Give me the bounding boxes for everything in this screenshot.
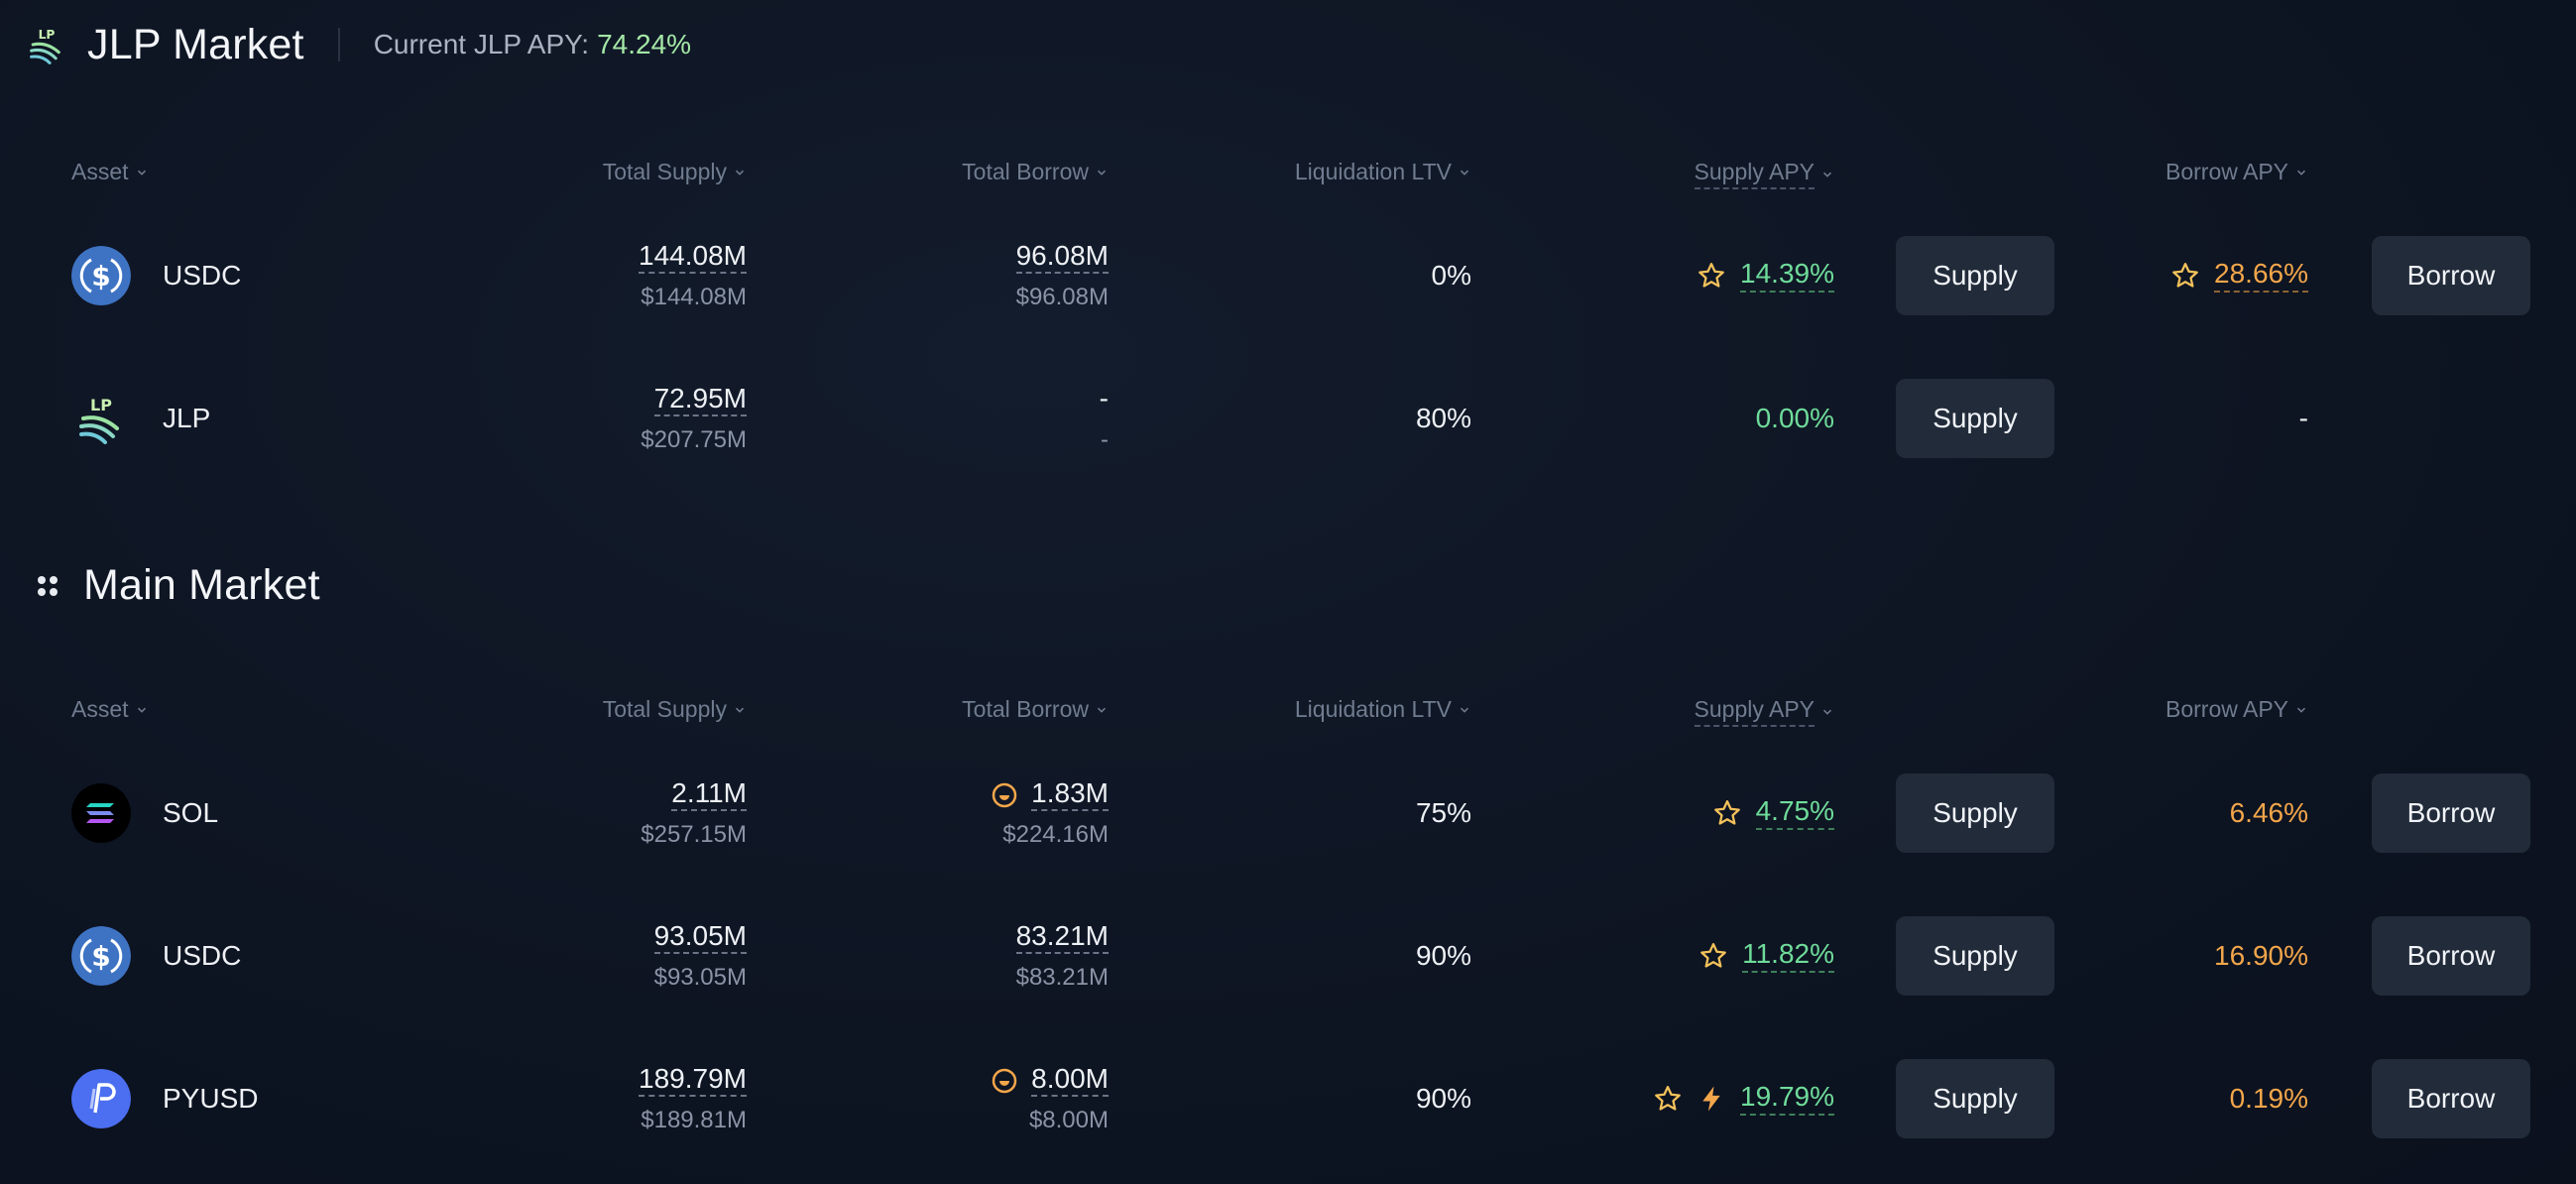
col-borrow-apy-header[interactable]: Borrow APY [2166,159,2306,185]
borrow-apy[interactable]: 28.66% [2170,258,2308,293]
star-icon [1698,941,1728,971]
borrow-apy: 6.46% [2229,797,2308,828]
total-borrow-value[interactable]: 96.08M [1015,240,1109,274]
col-liquidation-ltv-header[interactable]: Liquidation LTV [1295,159,1469,185]
col-total-supply-header[interactable]: Total Supply [603,696,745,723]
chevron-down-icon [735,168,745,178]
total-supply-value[interactable]: 72.95M [653,383,747,416]
borrow-apy: - [2298,403,2308,433]
jlp-market-header: JLP Market Current JLP APY: 74.24% [24,18,691,71]
borrow-apy: 0.19% [2229,1083,2308,1114]
star-icon [1712,798,1742,828]
col-asset-header[interactable]: Asset [71,696,147,723]
supply-button[interactable]: Supply [1896,916,2054,996]
jlp-apy-value: 74.24% [597,29,692,59]
col-total-borrow-header[interactable]: Total Borrow [962,159,1107,185]
total-borrow-usd: - [1101,426,1109,453]
asset-name: USDC [163,940,242,971]
supply-button[interactable]: Supply [1896,1059,2054,1138]
chevron-down-icon [1460,705,1469,715]
chevron-down-icon [735,705,745,715]
supply-apy: 0.00% [1755,403,1834,433]
total-borrow-value[interactable]: 83.21M [1015,920,1109,954]
grid-dots-icon [38,575,58,596]
asset-name: PYUSD [163,1083,259,1114]
total-supply-value[interactable]: 144.08M [639,240,747,274]
asset-name: JLP [163,403,211,433]
total-supply-value[interactable]: 2.11M [671,777,747,811]
chevron-down-icon [137,705,147,715]
supply-button[interactable]: Supply [1896,236,2054,315]
asset-name: USDC [163,260,242,291]
sol-token-icon [71,783,131,843]
coin-badge-icon [992,782,1017,808]
borrow-button[interactable]: Borrow [2372,773,2530,853]
borrow-button[interactable]: Borrow [2372,1059,2530,1138]
supply-apy[interactable]: 11.82% [1698,938,1834,973]
asset-name: SOL [163,797,219,828]
coin-badge-icon [992,1068,1017,1094]
col-supply-apy-header[interactable]: Supply APY [1694,159,1832,189]
usdc-token-icon [71,246,131,305]
liquidation-ltv: 90% [1415,1083,1471,1114]
liquidation-ltv: 90% [1415,940,1471,971]
chevron-down-icon [1097,168,1107,178]
jlp-apy-label: Current JLP APY: [373,29,590,59]
total-borrow-value[interactable]: 1.83M [992,777,1109,811]
main-market-title: Main Market [83,561,320,609]
total-borrow-usd: $96.08M [1015,284,1109,310]
star-icon [2170,261,2200,291]
header-divider [337,28,340,61]
jlp-token-icon [71,389,131,448]
chevron-down-icon [1822,170,1832,179]
liquidation-ltv: 0% [1431,260,1471,291]
col-asset-header[interactable]: Asset [71,159,147,185]
jlp-market-title: JLP Market [87,20,304,68]
total-borrow-usd: $8.00M [1028,1107,1109,1133]
chevron-down-icon [1097,705,1107,715]
total-supply-usd: $189.81M [641,1107,747,1133]
jlp-logo-icon [24,18,69,71]
main-market-header: Main Market [34,561,320,610]
col-total-supply-header[interactable]: Total Supply [603,159,745,185]
chevron-down-icon [1822,707,1832,717]
liquidation-ltv: 80% [1415,403,1471,433]
chevron-down-icon [2296,168,2306,178]
total-supply-usd: $257.15M [641,821,747,848]
pyusd-token-icon [71,1069,131,1128]
total-supply-usd: $93.05M [653,964,747,991]
liquidation-ltv: 75% [1415,797,1471,828]
chevron-down-icon [137,168,147,178]
total-supply-usd: $207.75M [641,426,747,453]
chevron-down-icon [2296,705,2306,715]
star-icon [1653,1084,1683,1114]
total-borrow-usd: $224.16M [1002,821,1109,848]
supply-apy[interactable]: 4.75% [1712,795,1834,830]
supply-apy[interactable]: 19.79% [1653,1081,1834,1116]
total-supply-usd: $144.08M [641,284,747,310]
total-supply-value[interactable]: 93.05M [653,920,747,954]
supply-button[interactable]: Supply [1896,379,2054,458]
total-borrow-value[interactable]: 8.00M [992,1063,1109,1097]
lightning-icon [1697,1084,1726,1114]
star-icon [1697,261,1726,291]
total-supply-value[interactable]: 189.79M [639,1063,747,1097]
usdc-token-icon [71,926,131,986]
total-borrow-usd: $83.21M [1015,964,1109,991]
col-total-borrow-header[interactable]: Total Borrow [962,696,1107,723]
col-liquidation-ltv-header[interactable]: Liquidation LTV [1295,696,1469,723]
borrow-button[interactable]: Borrow [2372,916,2530,996]
col-borrow-apy-header[interactable]: Borrow APY [2166,696,2306,723]
chevron-down-icon [1460,168,1469,178]
borrow-button[interactable]: Borrow [2372,236,2530,315]
col-supply-apy-header[interactable]: Supply APY [1694,696,1832,727]
supply-button[interactable]: Supply [1896,773,2054,853]
supply-apy[interactable]: 14.39% [1697,258,1834,293]
borrow-apy: 16.90% [2214,940,2308,971]
total-borrow-value: - [1099,383,1109,414]
